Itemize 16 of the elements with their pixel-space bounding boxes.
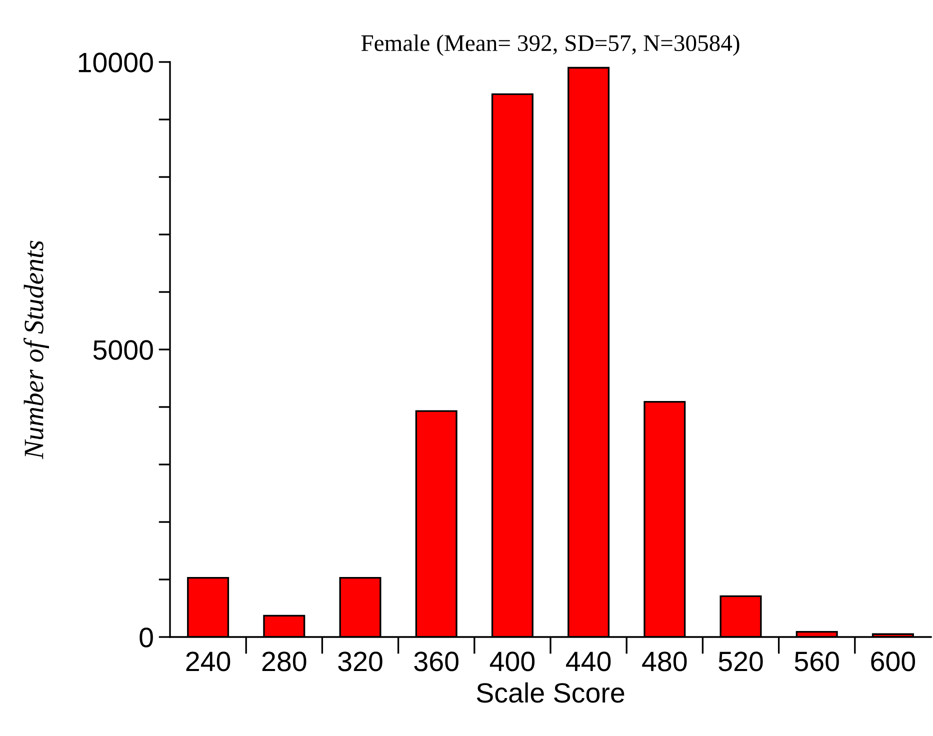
y-tick-label: 10000	[78, 52, 153, 72]
x-tick-label: 600	[871, 652, 916, 672]
x-axis-title: Scale Score	[476, 682, 624, 703]
x-tick-label: 520	[718, 652, 763, 672]
x-tick-label: 480	[642, 652, 687, 672]
x-tick-label: 560	[794, 652, 839, 672]
x-tick-label: 240	[186, 652, 230, 672]
x-tick-label: 400	[490, 652, 535, 672]
y-axis-title: Number of Students	[24, 240, 50, 460]
y-tick-label: 0	[140, 628, 153, 648]
x-tick-label: 280	[262, 652, 306, 672]
x-tick-label: 320	[338, 652, 382, 672]
y-tick-label: 5000	[93, 340, 153, 360]
x-tick-label: 360	[414, 652, 458, 672]
chart-title: Female (Mean= 392, SD=57, N=30584)	[361, 34, 740, 56]
x-tick-label: 440	[566, 652, 611, 672]
